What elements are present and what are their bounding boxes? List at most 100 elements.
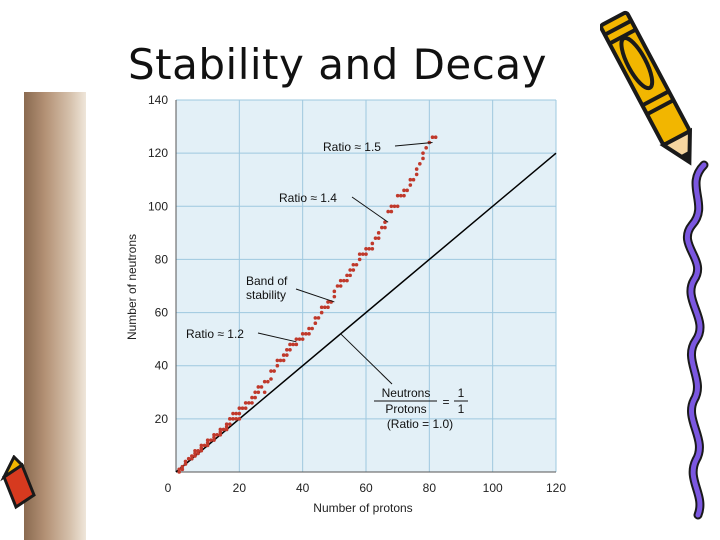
stability-point — [285, 353, 289, 357]
stability-point — [205, 440, 210, 445]
annotation-band-line-1: Band of — [246, 274, 288, 288]
stability-point — [193, 454, 197, 458]
stability-point — [247, 401, 251, 405]
stability-point — [190, 456, 194, 461]
stability-point — [307, 326, 311, 331]
y-tick-label-20: 20 — [155, 412, 169, 426]
y-tick-label-120: 120 — [148, 146, 168, 160]
stability-point — [351, 268, 356, 272]
stability-point — [212, 433, 216, 437]
stability-point — [291, 342, 295, 347]
slide-title: Stability and Decay — [128, 40, 547, 89]
stability-point — [310, 326, 314, 331]
x-tick-label-20: 20 — [233, 481, 247, 495]
stability-point — [389, 204, 394, 209]
x-axis-label: Number of protons — [313, 501, 412, 515]
stability-point — [259, 385, 264, 389]
stability-point — [253, 395, 257, 400]
stability-point — [269, 369, 273, 373]
stability-point — [402, 193, 406, 198]
stability-point — [424, 146, 428, 150]
x-tick-label-100: 100 — [483, 481, 503, 495]
stability-point — [281, 353, 286, 357]
stability-point — [272, 369, 276, 373]
x-tick-label-80: 80 — [423, 481, 437, 495]
stability-point — [300, 337, 305, 341]
stability-point — [351, 262, 356, 267]
stability-point — [177, 470, 181, 474]
x-tick-label-40: 40 — [296, 481, 310, 495]
stability-point — [357, 252, 362, 256]
stability-point — [250, 395, 254, 400]
stability-point — [421, 156, 425, 161]
stability-point — [262, 390, 267, 395]
stability-point — [297, 337, 302, 341]
stability-point — [256, 385, 261, 389]
leader-ratio-1-2 — [257, 332, 297, 343]
y-tick-label-100: 100 — [148, 199, 168, 213]
stability-point — [319, 305, 324, 310]
band-of-stability-points — [177, 135, 438, 474]
x-tick-label-60: 60 — [359, 481, 373, 495]
stability-point — [221, 427, 226, 432]
stability-point — [266, 379, 270, 384]
stability-point — [281, 358, 286, 363]
stability-point — [370, 247, 375, 251]
leader-ratio-1-5 — [394, 142, 433, 147]
stability-point — [212, 438, 216, 442]
annotation-ratio-1-2: Ratio ≈ 1.2 — [186, 327, 244, 341]
stability-point — [316, 316, 321, 320]
stability-point — [218, 433, 223, 437]
stability-point — [237, 406, 242, 411]
stability-point — [326, 305, 330, 310]
stability-point — [234, 417, 238, 421]
axes — [175, 100, 556, 473]
stability-point — [389, 209, 394, 214]
y-tick-label-140: 140 — [148, 93, 168, 107]
stability-point — [332, 294, 337, 299]
annotation-ratio-1-0: (Ratio = 1.0) — [387, 417, 453, 431]
stability-point — [228, 417, 232, 421]
stability-point — [250, 401, 254, 405]
stability-point — [196, 448, 200, 453]
stability-point — [421, 151, 425, 155]
annotation-equals: = — [442, 395, 449, 409]
stability-point — [338, 284, 343, 288]
stability-point — [348, 273, 352, 278]
stability-point — [418, 161, 422, 166]
stability-point — [275, 363, 280, 368]
stability-point — [285, 347, 289, 352]
stability-point — [294, 342, 299, 347]
stability-point — [386, 209, 390, 214]
stability-point — [231, 411, 235, 416]
stability-point — [414, 167, 419, 171]
annotation-one-bottom: 1 — [458, 402, 465, 416]
stability-point — [370, 241, 375, 246]
stability-point — [345, 278, 349, 283]
stability-point — [392, 204, 397, 209]
stability-point — [405, 188, 409, 193]
stability-point — [237, 417, 242, 421]
annotation-ratio-1-5: Ratio ≈ 1.5 — [323, 140, 381, 154]
stability-point — [256, 390, 261, 395]
stability-point — [307, 332, 311, 336]
stability-point — [395, 204, 400, 209]
stability-point — [364, 247, 368, 251]
stability-point — [294, 337, 299, 341]
stability-point — [399, 193, 403, 198]
tick-labels: 0 20 40 60 80 100 120 20 40 60 80 100 120 140 — [148, 93, 566, 495]
stability-point — [212, 435, 216, 440]
stability-point — [367, 247, 371, 251]
stability-point — [376, 231, 381, 235]
stability-point — [433, 135, 438, 139]
stability-point — [202, 443, 207, 448]
stability-point — [190, 454, 194, 458]
stability-point — [209, 438, 213, 442]
stability-point — [380, 225, 384, 230]
stability-point — [373, 236, 378, 240]
stability-point — [342, 278, 346, 283]
stability-point — [196, 451, 200, 456]
stability-point — [383, 225, 387, 230]
stability-point — [275, 358, 280, 363]
